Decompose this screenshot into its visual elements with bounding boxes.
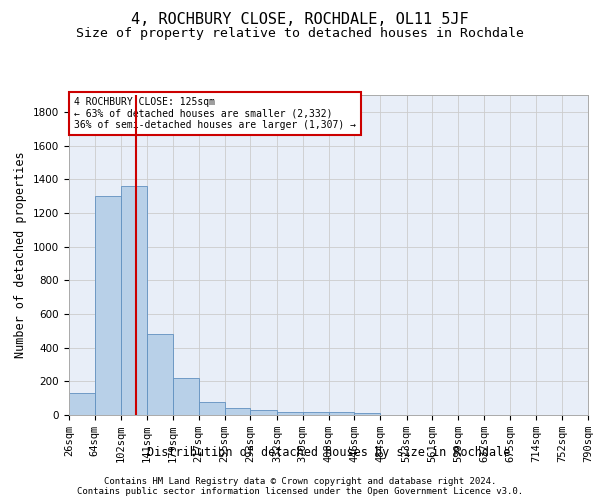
Bar [355,414,380,415]
Bar [147,334,173,415]
Bar [250,410,277,415]
Bar [69,393,95,415]
Text: 4, ROCHBURY CLOSE, ROCHDALE, OL11 5JF: 4, ROCHBURY CLOSE, ROCHDALE, OL11 5JF [131,12,469,28]
Bar [277,412,302,415]
Bar [173,378,199,415]
Bar [121,186,147,415]
Bar [199,402,224,415]
Y-axis label: Number of detached properties: Number of detached properties [14,152,28,358]
Text: Contains HM Land Registry data © Crown copyright and database right 2024.: Contains HM Land Registry data © Crown c… [104,476,496,486]
Bar [329,412,355,415]
Bar [224,408,250,415]
Bar [95,196,121,415]
Text: Contains public sector information licensed under the Open Government Licence v3: Contains public sector information licen… [77,486,523,496]
Text: Distribution of detached houses by size in Rochdale: Distribution of detached houses by size … [147,446,511,459]
Bar [302,412,329,415]
Text: Size of property relative to detached houses in Rochdale: Size of property relative to detached ho… [76,28,524,40]
Text: 4 ROCHBURY CLOSE: 125sqm
← 63% of detached houses are smaller (2,332)
36% of sem: 4 ROCHBURY CLOSE: 125sqm ← 63% of detach… [74,96,356,130]
